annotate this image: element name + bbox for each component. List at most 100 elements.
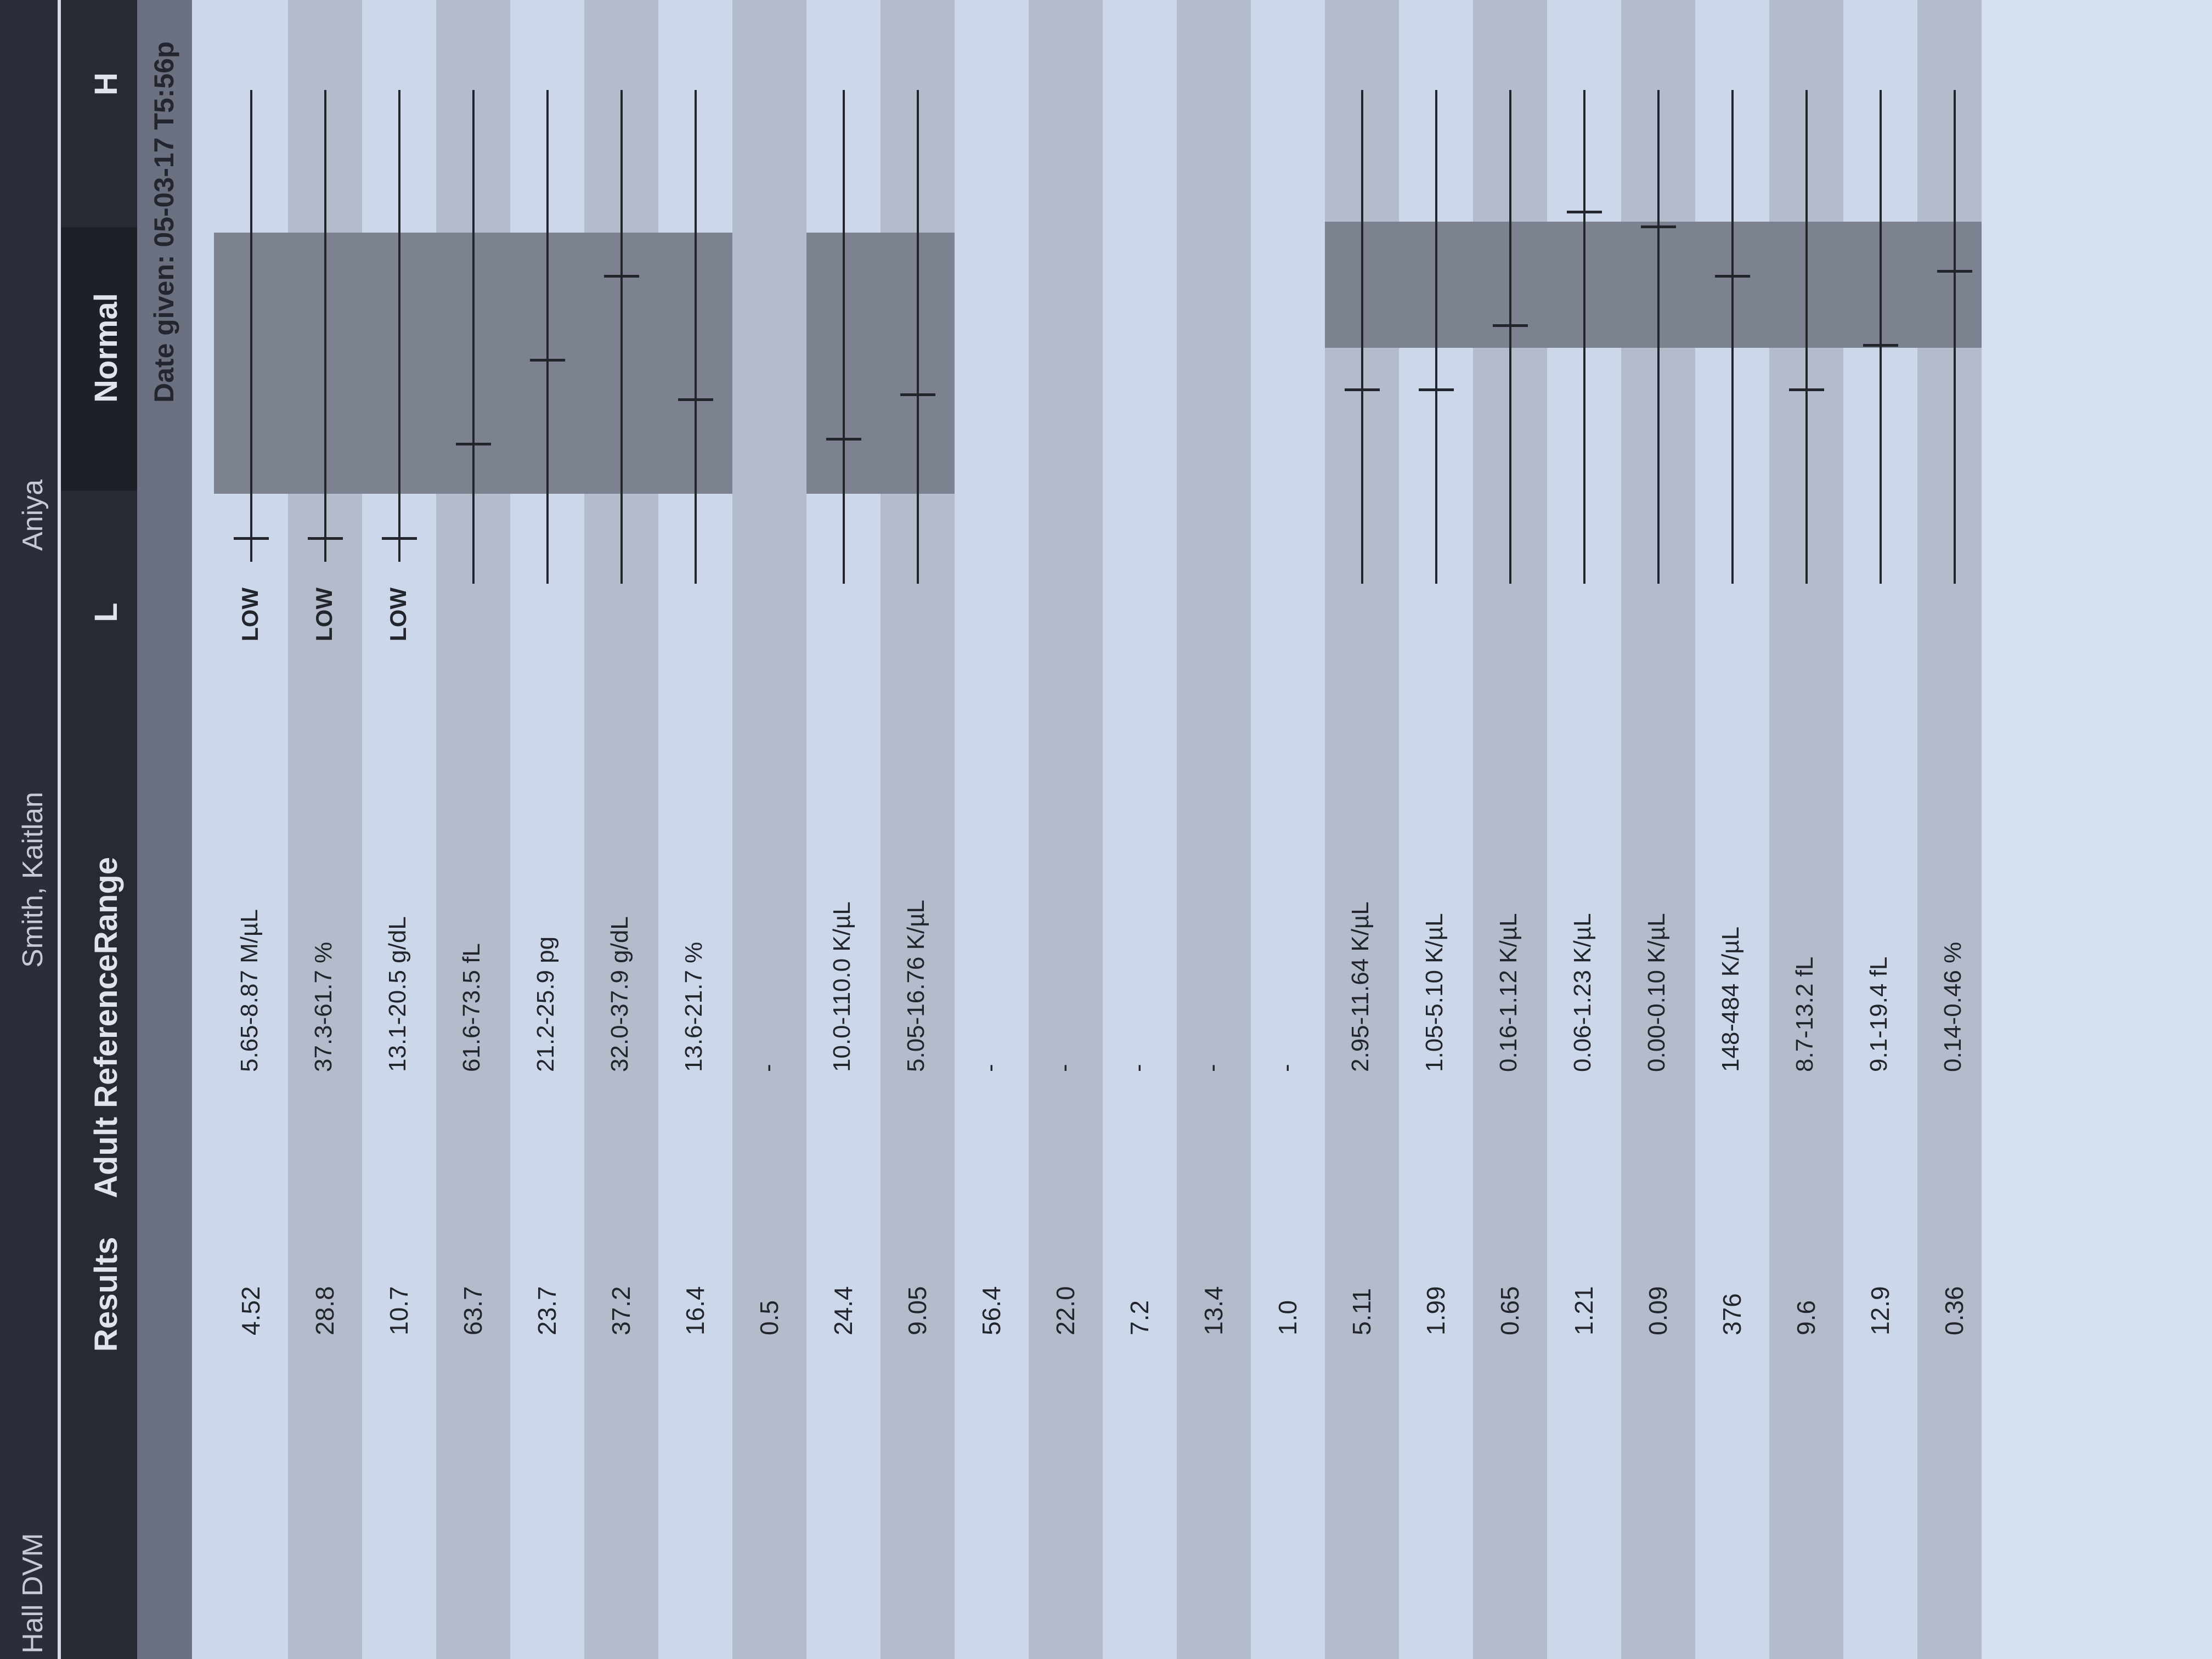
range-line (695, 90, 697, 584)
reference-range: 9.1-19.4 fL (1865, 956, 1892, 1072)
reference-range: - (1273, 1064, 1300, 1072)
result-value: 1.21 (1570, 1286, 1598, 1335)
reference-range: 0.06-1.23 K/µL (1569, 913, 1596, 1072)
reference-range: 8.7-13.2 fL (1791, 956, 1818, 1072)
high-header: H (88, 72, 124, 95)
result-value: 0.09 (1644, 1286, 1672, 1335)
result-value: 0.36 (1940, 1286, 1968, 1335)
reference-range: 2.95-11.64 K/µL (1347, 901, 1374, 1072)
table-row: 12.9 9.1-19.4 fL (1843, 0, 1917, 1659)
reference-range: 1.05-5.10 K/µL (1421, 913, 1448, 1072)
table-row: 23.7 21.2-25.9 pg (510, 0, 584, 1659)
table-row: 56.4 - (955, 0, 1029, 1659)
table-row: 4.52 5.65-8.87 M/µL LOW (214, 0, 288, 1659)
table-row: 7.2 - (1103, 0, 1177, 1659)
result-marker (382, 537, 417, 540)
flag-label: LOW (237, 588, 263, 641)
low-header: L (88, 602, 124, 622)
doctor-name: Hall DVM (17, 1533, 49, 1654)
table-row: 13.4 - (1177, 0, 1251, 1659)
table-row: 28.8 37.3-61.7 % LOW (288, 0, 362, 1659)
result-marker (530, 359, 565, 362)
range-line (1805, 90, 1808, 584)
reference-range: - (1125, 1064, 1152, 1072)
table-row: 63.7 61.6-73.5 fL (436, 0, 510, 1659)
result-value: 24.4 (829, 1286, 857, 1335)
flag-label: LOW (385, 588, 411, 641)
reference-range: - (1199, 1064, 1226, 1072)
reference-range: 0.14-0.46 % (1939, 941, 1966, 1072)
reference-range: 5.05-16.76 K/µL (902, 899, 929, 1072)
table-row: 9.6 8.7-13.2 fL (1769, 0, 1843, 1659)
range-line (843, 90, 845, 584)
reference-range: - (977, 1064, 1003, 1072)
table-row: 0.36 0.14-0.46 % (1917, 0, 1991, 1659)
result-value: 13.4 (1199, 1286, 1228, 1335)
reference-range: 37.3-61.7 % (310, 941, 337, 1072)
result-marker (1937, 270, 1972, 273)
result-value: 23.7 (533, 1286, 561, 1335)
range-line (917, 90, 919, 584)
range-line (1583, 90, 1585, 584)
result-marker (234, 537, 269, 540)
range-line (1435, 90, 1437, 584)
owner-name: Smith, Kaitlan (17, 792, 49, 968)
result-marker (1419, 388, 1454, 391)
result-value: 22.0 (1051, 1286, 1080, 1335)
result-value: 1.0 (1273, 1300, 1302, 1335)
reference-range: 0.00-0.10 K/µL (1643, 913, 1670, 1072)
table-row: 376 148-484 K/µL (1695, 0, 1769, 1659)
flag-label: LOW (311, 588, 337, 641)
reference-range: 21.2-25.9 pg (532, 936, 559, 1072)
result-value: 0.5 (755, 1300, 783, 1335)
result-value: 4.52 (236, 1286, 265, 1335)
range-line (1509, 90, 1511, 584)
table-row: 9.05 5.05-16.76 K/µL (881, 0, 955, 1659)
page-margin (1982, 0, 2212, 1659)
reference-range: 13.1-20.5 g/dL (384, 916, 411, 1072)
result-value: 12.9 (1866, 1286, 1894, 1335)
result-value: 63.7 (459, 1286, 487, 1335)
result-marker (1789, 388, 1824, 391)
reference-range: 13.6-21.7 % (680, 941, 707, 1072)
reference-range: 10.0-110.0 K/µL (828, 901, 855, 1072)
result-marker (1493, 324, 1528, 327)
result-value: 16.4 (681, 1286, 709, 1335)
range-line (250, 90, 252, 562)
reference-range: 61.6-73.5 fL (458, 943, 485, 1072)
table-row: 22.0 - (1029, 0, 1103, 1659)
normal-header: Normal (88, 293, 124, 403)
result-marker (1345, 388, 1380, 391)
range-line (324, 90, 326, 562)
result-marker (1641, 225, 1676, 228)
range-line (1954, 90, 1956, 584)
table-row: 0.09 0.00-0.10 K/µL (1621, 0, 1695, 1659)
result-marker (1863, 344, 1898, 347)
result-marker (1567, 211, 1602, 213)
result-marker (678, 398, 713, 401)
table-row: 24.4 10.0-110.0 K/µL (806, 0, 881, 1659)
range-line (546, 90, 549, 584)
result-value: 0.65 (1496, 1286, 1524, 1335)
table-row: 0.5 - (732, 0, 806, 1659)
result-value: 37.2 (607, 1286, 635, 1335)
range-line (1880, 90, 1882, 584)
patient-name: Aniya (17, 479, 49, 551)
table-row: 1.21 0.06-1.23 K/µL (1547, 0, 1621, 1659)
result-marker (826, 438, 861, 441)
table-row: 5.11 2.95-11.64 K/µL (1325, 0, 1399, 1659)
result-value: 28.8 (311, 1286, 339, 1335)
result-value: 10.7 (385, 1286, 413, 1335)
result-marker (308, 537, 343, 540)
result-marker (604, 275, 639, 278)
result-marker (900, 393, 935, 396)
table-row: 37.2 32.0-37.9 g/dL (584, 0, 658, 1659)
date-given: Date given: 05-03-17 T5:56p (149, 41, 179, 403)
table-row: 1.99 1.05-5.10 K/µL (1399, 0, 1473, 1659)
result-value: 376 (1718, 1293, 1746, 1335)
result-value: 7.2 (1125, 1300, 1154, 1335)
result-value: 9.6 (1792, 1300, 1820, 1335)
reference-range: - (754, 1064, 781, 1072)
reference-range: 32.0-37.9 g/dL (606, 916, 633, 1072)
